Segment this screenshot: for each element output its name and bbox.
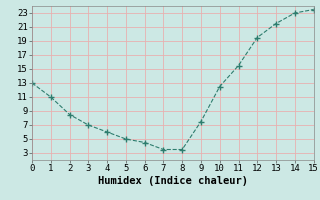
X-axis label: Humidex (Indice chaleur): Humidex (Indice chaleur) (98, 176, 248, 186)
